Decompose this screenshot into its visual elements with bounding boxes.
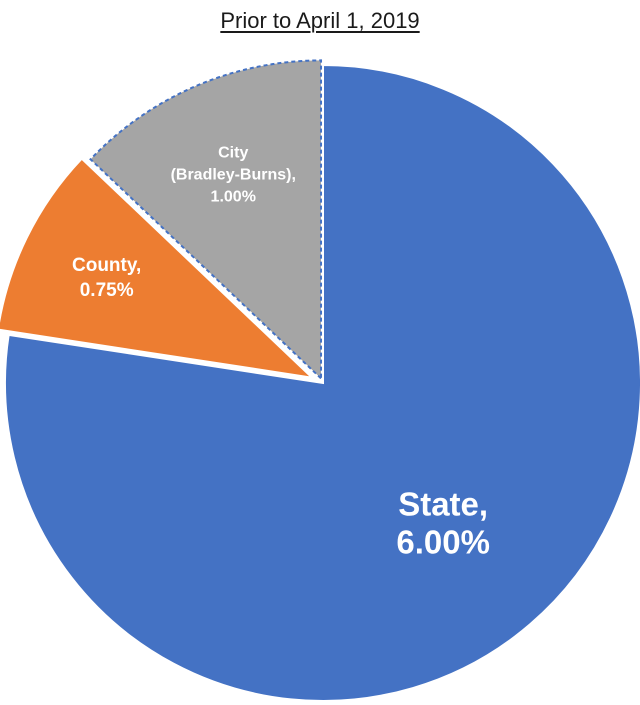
pie-slice-state [4,63,640,702]
pie-slice-county [0,157,316,380]
chart-title: Prior to April 1, 2019 [220,8,420,33]
pie-slice-label: State, 6.00% [396,485,490,560]
pie-slice-city-bradley-burns [89,59,323,381]
pie-slice-label: County, 0.75% [72,255,141,301]
pie-slice-label: City (Bradley-Burns), 1.00% [171,144,296,205]
pie-slice-label-line: 6.00% [396,523,490,560]
pie-slice-label-line: County, [72,255,141,276]
pie-slice-label-line: 0.75% [80,280,134,301]
pie-slice-label-line: (Bradley-Burns), [171,166,296,183]
pie-slice-label-line: City [218,144,248,161]
pie-slice-label-line: 1.00% [211,188,256,205]
pie-slice-label-line: State, [398,485,488,522]
